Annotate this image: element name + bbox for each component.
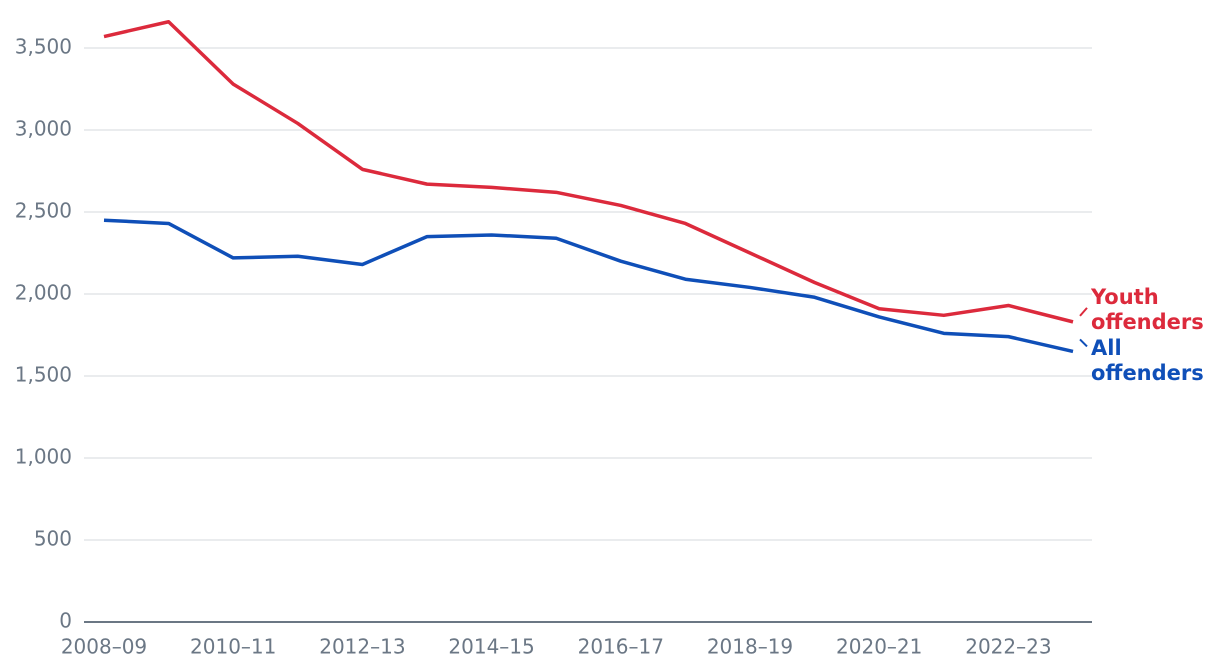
y-tick-label: 2,000 bbox=[15, 281, 72, 305]
label-connector bbox=[1079, 338, 1088, 348]
y-tick-label: 3,500 bbox=[15, 35, 72, 59]
x-tick-label: 2012–13 bbox=[319, 635, 405, 659]
x-tick-label: 2020–21 bbox=[836, 635, 922, 659]
x-tick-label: 2016–17 bbox=[578, 635, 664, 659]
x-tick-label: 2008–09 bbox=[61, 635, 147, 659]
series-label-box: Youth offenders bbox=[1091, 284, 1204, 334]
label-connector bbox=[1079, 307, 1088, 317]
y-tick-label: 1,500 bbox=[15, 363, 72, 387]
y-tick-label: 1,000 bbox=[15, 445, 72, 469]
line bbox=[103, 218, 1074, 354]
x-tick-label: 2010–11 bbox=[190, 635, 276, 659]
line bbox=[103, 20, 1074, 324]
y-tick-label: 2,500 bbox=[15, 199, 72, 223]
x-tick-label: 2014–15 bbox=[448, 635, 534, 659]
x-tick-label: 2018–19 bbox=[707, 635, 793, 659]
series-label-box: All offenders bbox=[1091, 336, 1204, 386]
y-tick-label: 0 bbox=[59, 609, 72, 633]
series-label: All offenders bbox=[1091, 336, 1204, 386]
x-tick-label: 2022–23 bbox=[965, 635, 1051, 659]
series-label: Youth offenders bbox=[1091, 284, 1204, 334]
y-tick-label: 3,000 bbox=[15, 117, 72, 141]
y-tick-label: 500 bbox=[34, 527, 72, 551]
